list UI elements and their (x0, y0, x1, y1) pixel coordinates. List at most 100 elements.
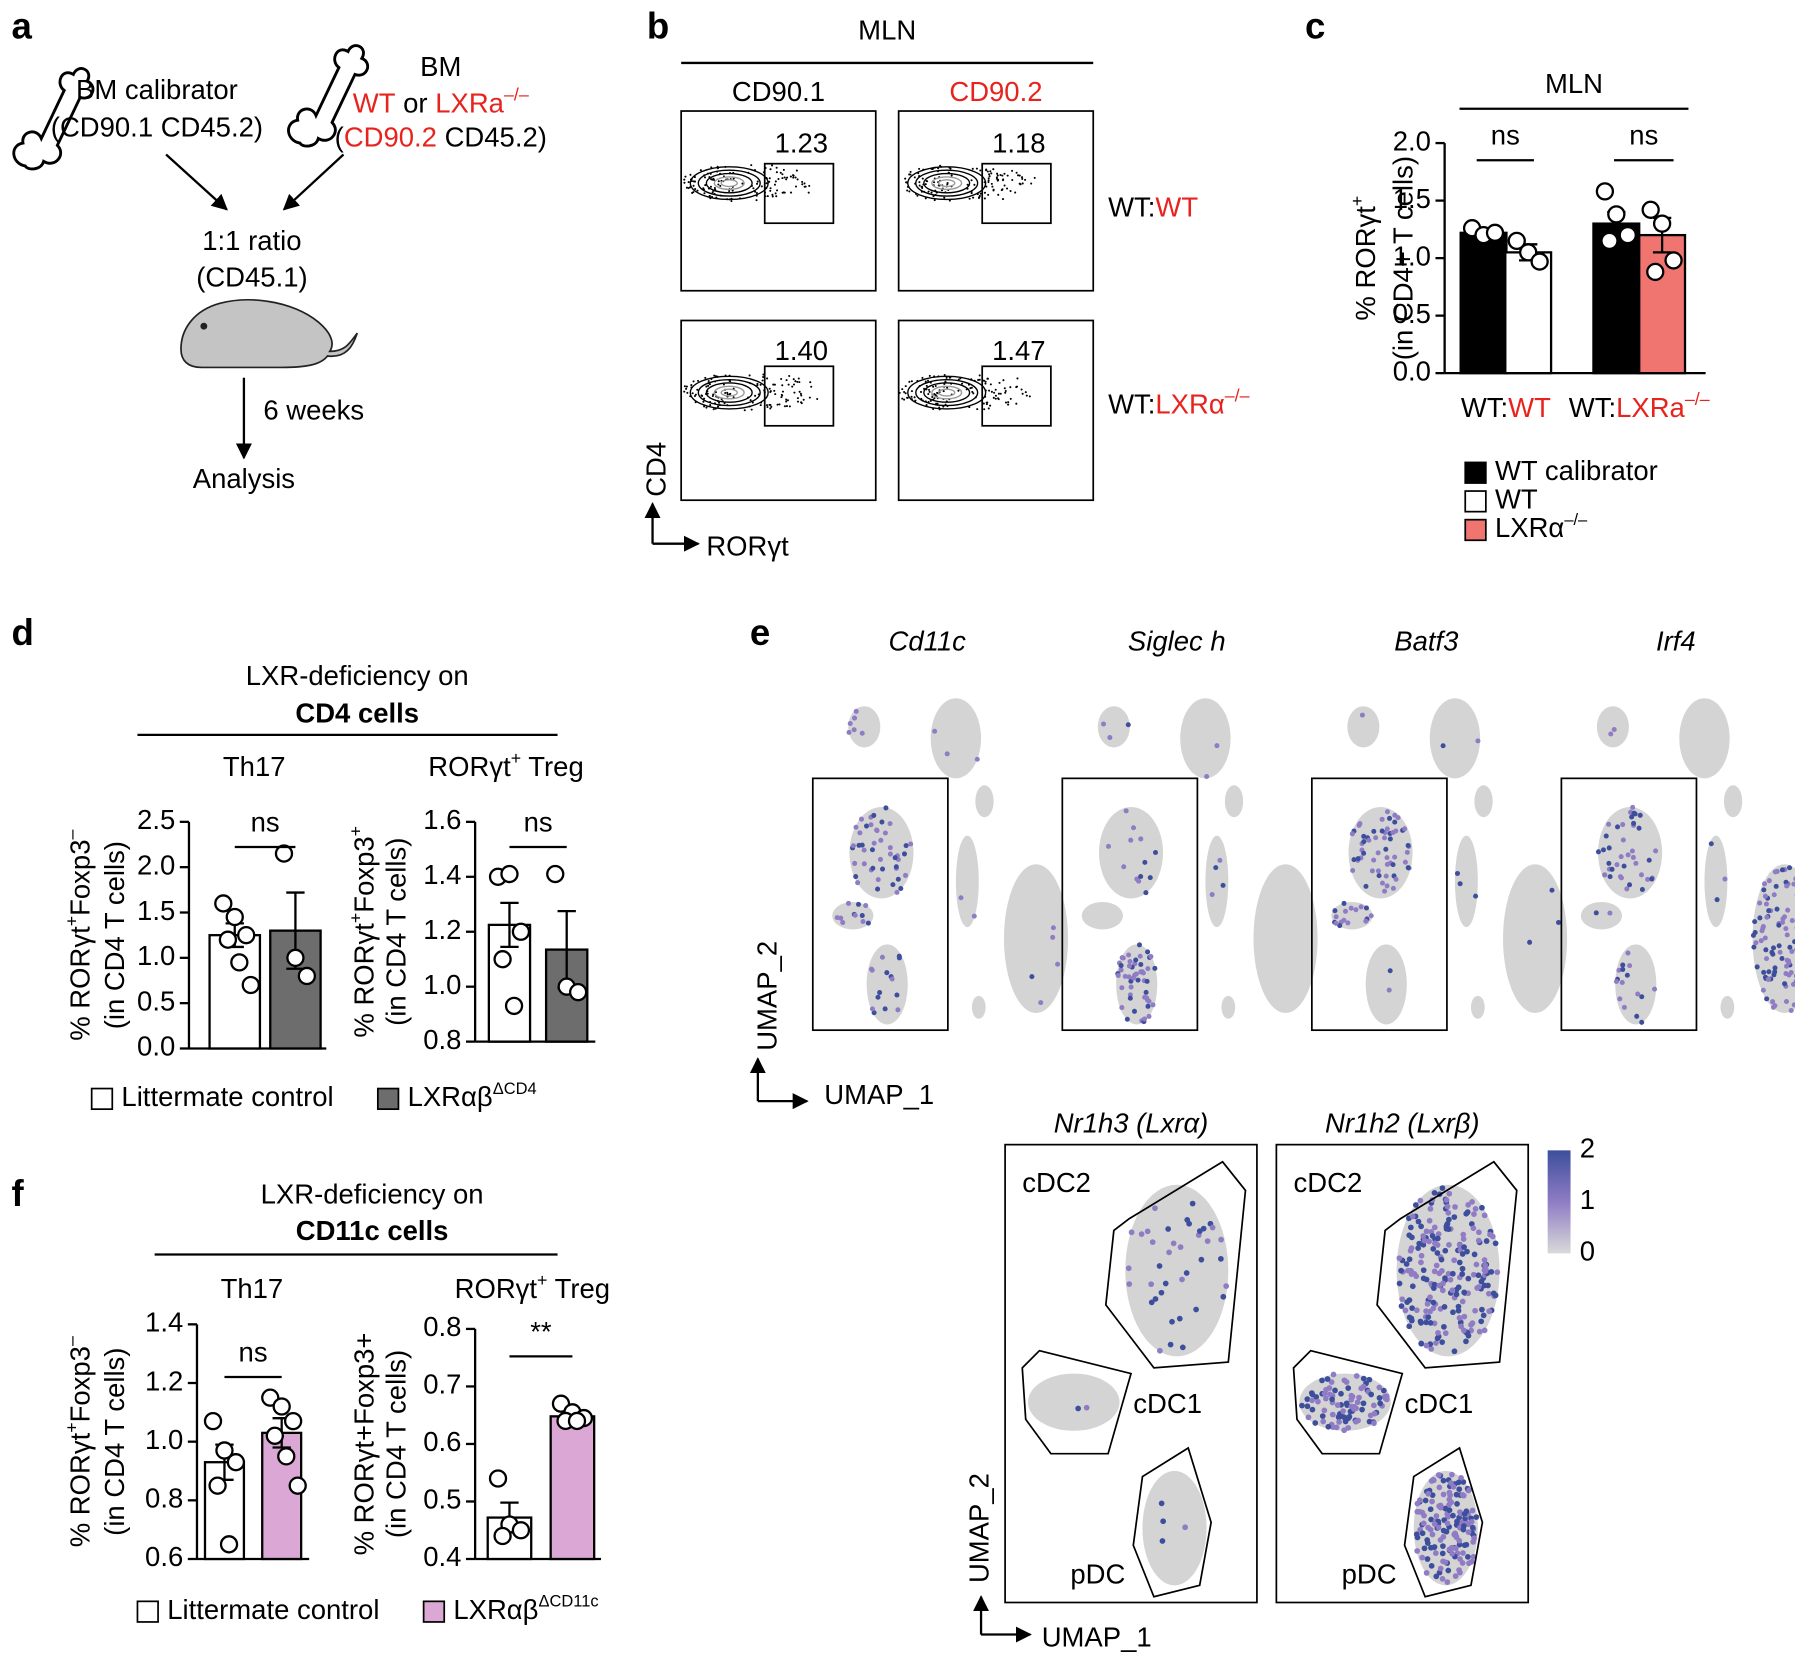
umap-cell (1433, 1573, 1440, 1580)
umap-cell (1418, 1320, 1424, 1326)
umap-cell (1337, 923, 1343, 929)
event (1018, 174, 1021, 177)
umap-cell (1029, 974, 1035, 980)
event (1028, 395, 1031, 398)
umap-cell (852, 860, 858, 866)
umap-cell (1128, 1229, 1135, 1236)
event (787, 383, 790, 386)
umap-cell (1165, 1226, 1172, 1232)
event (705, 406, 708, 409)
umap-cell (1136, 878, 1142, 884)
umap-cell (1312, 1420, 1319, 1426)
event (779, 171, 782, 174)
umap-cell (1431, 1521, 1438, 1527)
contour (720, 388, 738, 397)
umap-cell (1393, 876, 1399, 882)
event (992, 168, 995, 171)
error-bar (500, 901, 519, 948)
event (989, 170, 992, 173)
umap-cell (1320, 1418, 1327, 1425)
umap-cell (889, 976, 895, 982)
umap-cell (1780, 919, 1786, 925)
umap-cell (1038, 1000, 1044, 1006)
umap-cell (1142, 1016, 1148, 1022)
event (904, 392, 907, 395)
umap-cell (1156, 1263, 1163, 1269)
umap-cell (1427, 1506, 1434, 1513)
umap-cell (894, 889, 900, 895)
event (1021, 182, 1024, 185)
umap-cell (1115, 972, 1121, 978)
colorbar-label: 1 (1580, 1184, 1595, 1215)
contour (705, 382, 753, 403)
event (908, 380, 911, 383)
umap-cell (1431, 1224, 1438, 1231)
event (990, 172, 993, 175)
umap-cell (1790, 981, 1795, 987)
text-part: RORγt (455, 1273, 538, 1304)
umap-cell (1436, 1270, 1443, 1277)
text-part: LXRa (435, 88, 504, 119)
umap-cell (1429, 1498, 1435, 1505)
umap-cell (1138, 873, 1144, 880)
event (759, 404, 762, 407)
y-axis-label: (in CD4 T cells) (99, 841, 130, 1029)
umap-cell (1444, 1203, 1451, 1210)
umap-cell (1124, 1016, 1130, 1022)
umap-cell (840, 920, 846, 926)
event (990, 182, 993, 185)
umap-cluster (1205, 835, 1229, 928)
event (991, 185, 994, 188)
event (1011, 169, 1014, 172)
umap-cell (1345, 920, 1351, 926)
event (685, 387, 688, 390)
event (781, 177, 784, 180)
umap-cell (1766, 969, 1772, 975)
umap-cell (1123, 808, 1129, 814)
umap-cell (1408, 1315, 1415, 1322)
umap-cluster (1720, 995, 1735, 1019)
y-tick-label: 0.0 (137, 1031, 175, 1062)
event (1033, 176, 1036, 179)
umap-cluster (1752, 864, 1795, 1013)
umap-cell (1460, 1327, 1467, 1334)
text-part: Foxp3 (65, 840, 96, 916)
event (796, 400, 800, 403)
event (785, 379, 788, 382)
text-part: Th17 (221, 1273, 284, 1304)
y-axis-label: (in CD4+ T cells) (1388, 156, 1419, 360)
umap-cell (1329, 1396, 1335, 1403)
umap-cell (859, 730, 865, 736)
significance: ns (1629, 120, 1658, 151)
event (924, 380, 927, 383)
umap-cell (1485, 1282, 1491, 1289)
event (774, 180, 777, 183)
umap-cell (1125, 722, 1131, 728)
event (945, 376, 948, 379)
event (769, 189, 772, 192)
label: 1:1 ratio (202, 225, 301, 256)
umap-cell (1611, 726, 1617, 733)
event (910, 390, 913, 393)
event (795, 169, 798, 172)
event (786, 399, 789, 402)
umap-cell (1431, 1190, 1438, 1196)
umap-cell (1772, 869, 1778, 875)
event (693, 395, 696, 398)
umap-cluster (971, 995, 986, 1019)
contour (938, 388, 956, 397)
umap-cell (1428, 1346, 1435, 1352)
umap-cell (852, 912, 858, 918)
gene-title: Batf3 (1394, 626, 1459, 657)
umap-cell (1480, 1312, 1487, 1319)
umap-cell (1418, 1223, 1424, 1230)
panel-letter: c (1305, 5, 1325, 46)
umap-cell (1473, 1261, 1480, 1268)
umap-cell (1608, 731, 1614, 737)
chart-title: Th17 (221, 1273, 284, 1304)
umap-cell (1209, 892, 1215, 898)
event (690, 384, 693, 387)
y-axis-label: % RORγt+ (1347, 196, 1382, 321)
umap-cell (1770, 999, 1776, 1005)
